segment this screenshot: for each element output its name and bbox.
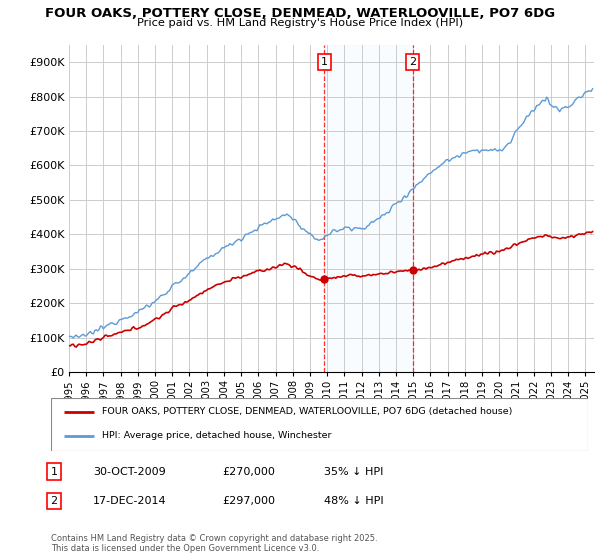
Text: 2: 2: [409, 57, 416, 67]
Text: 17-DEC-2014: 17-DEC-2014: [93, 496, 167, 506]
Text: FOUR OAKS, POTTERY CLOSE, DENMEAD, WATERLOOVILLE, PO7 6DG (detached house): FOUR OAKS, POTTERY CLOSE, DENMEAD, WATER…: [102, 408, 512, 417]
Text: FOUR OAKS, POTTERY CLOSE, DENMEAD, WATERLOOVILLE, PO7 6DG: FOUR OAKS, POTTERY CLOSE, DENMEAD, WATER…: [45, 7, 555, 20]
Text: £297,000: £297,000: [222, 496, 275, 506]
Text: Price paid vs. HM Land Registry's House Price Index (HPI): Price paid vs. HM Land Registry's House …: [137, 18, 463, 28]
Text: £270,000: £270,000: [222, 466, 275, 477]
Text: 1: 1: [50, 466, 58, 477]
Text: 35% ↓ HPI: 35% ↓ HPI: [324, 466, 383, 477]
Text: 1: 1: [321, 57, 328, 67]
Text: 48% ↓ HPI: 48% ↓ HPI: [324, 496, 383, 506]
Bar: [325, 45, 413, 372]
Text: 2: 2: [50, 496, 58, 506]
Text: Contains HM Land Registry data © Crown copyright and database right 2025.
This d: Contains HM Land Registry data © Crown c…: [51, 534, 377, 553]
Text: HPI: Average price, detached house, Winchester: HPI: Average price, detached house, Winc…: [102, 431, 332, 440]
Text: 30-OCT-2009: 30-OCT-2009: [93, 466, 166, 477]
FancyBboxPatch shape: [51, 398, 588, 451]
